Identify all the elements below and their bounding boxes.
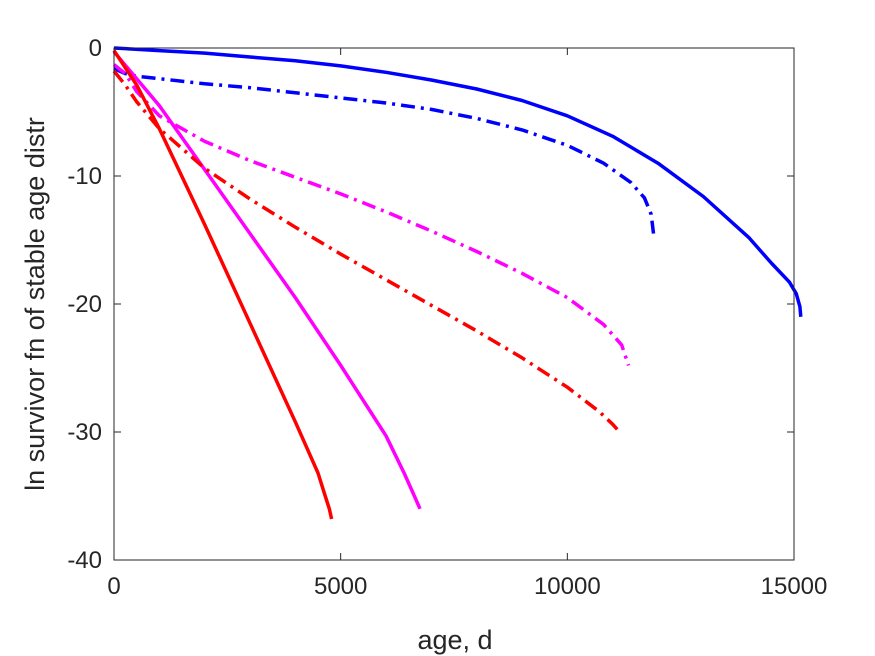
y-tick-label: -10 bbox=[67, 163, 102, 190]
series-line-4 bbox=[112, 63, 631, 366]
series-line-3 bbox=[112, 50, 422, 510]
series-line-2 bbox=[113, 66, 656, 234]
y-axis-title: ln survivor fn of stable age distr bbox=[20, 117, 50, 491]
x-tick-label: 10000 bbox=[534, 573, 601, 600]
series-line-1 bbox=[113, 46, 803, 317]
series-line-6 bbox=[112, 69, 619, 431]
x-tick-label: 5000 bbox=[314, 573, 367, 600]
y-tick-label: -30 bbox=[67, 419, 102, 446]
x-tick-label: 0 bbox=[107, 573, 120, 600]
y-tick-label: -20 bbox=[67, 291, 102, 318]
series-layer bbox=[112, 46, 803, 520]
plot-background bbox=[114, 48, 794, 560]
x-axis-title: age, d bbox=[417, 625, 492, 655]
plot-area bbox=[114, 48, 794, 560]
y-tick-label: 0 bbox=[89, 35, 102, 62]
axes-layer: 0 5000 10000 15000 0 -10 -20 -30 -40 bbox=[67, 35, 827, 600]
series-line-5 bbox=[112, 49, 334, 520]
x-tick-label: 15000 bbox=[761, 573, 828, 600]
y-tick-label: -40 bbox=[67, 547, 102, 574]
